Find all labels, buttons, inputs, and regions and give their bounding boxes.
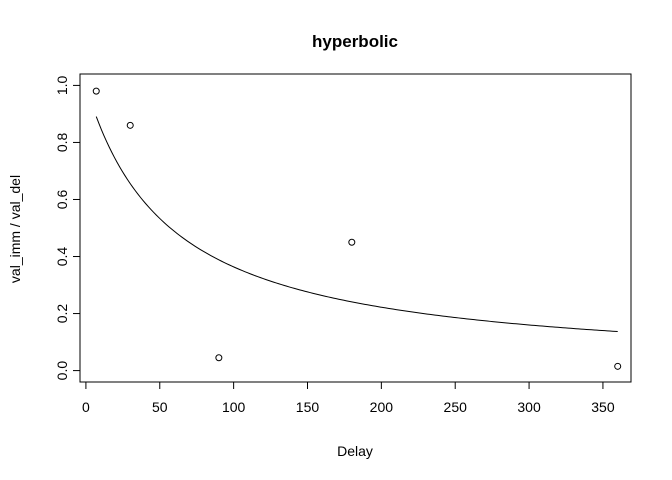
x-tick-label: 100 bbox=[222, 399, 246, 415]
x-tick-label: 150 bbox=[296, 399, 320, 415]
chart-title: hyperbolic bbox=[312, 32, 398, 51]
data-points bbox=[92, 87, 622, 370]
x-axis: 0 50 100 150 200 250 300 350 bbox=[82, 381, 615, 415]
x-axis-label: Delay bbox=[337, 443, 373, 459]
x-tick-label: 200 bbox=[370, 399, 394, 415]
data-point bbox=[126, 121, 134, 129]
data-point bbox=[215, 354, 223, 362]
x-tick-label: 0 bbox=[82, 399, 90, 415]
y-tick-label: 0.6 bbox=[54, 190, 70, 210]
x-tick-label: 300 bbox=[517, 399, 541, 415]
x-tick-label: 250 bbox=[444, 399, 468, 415]
fit-curve bbox=[95, 116, 618, 333]
y-tick-label: 0.2 bbox=[54, 304, 70, 324]
y-axis: 0.0 0.2 0.4 0.6 0.8 1.0 bbox=[54, 75, 81, 381]
data-point bbox=[92, 87, 100, 95]
y-tick-label: 0.0 bbox=[54, 361, 70, 381]
y-tick-label: 0.4 bbox=[54, 247, 70, 267]
data-point bbox=[614, 362, 622, 370]
y-tick-label: 1.0 bbox=[54, 75, 70, 95]
data-point bbox=[348, 238, 356, 246]
y-axis-label: val_imm / val_del bbox=[7, 175, 23, 283]
x-tick-label: 50 bbox=[152, 399, 168, 415]
x-tick-label: 350 bbox=[591, 399, 615, 415]
plot-frame bbox=[79, 73, 632, 383]
y-tick-label: 0.8 bbox=[54, 133, 70, 153]
